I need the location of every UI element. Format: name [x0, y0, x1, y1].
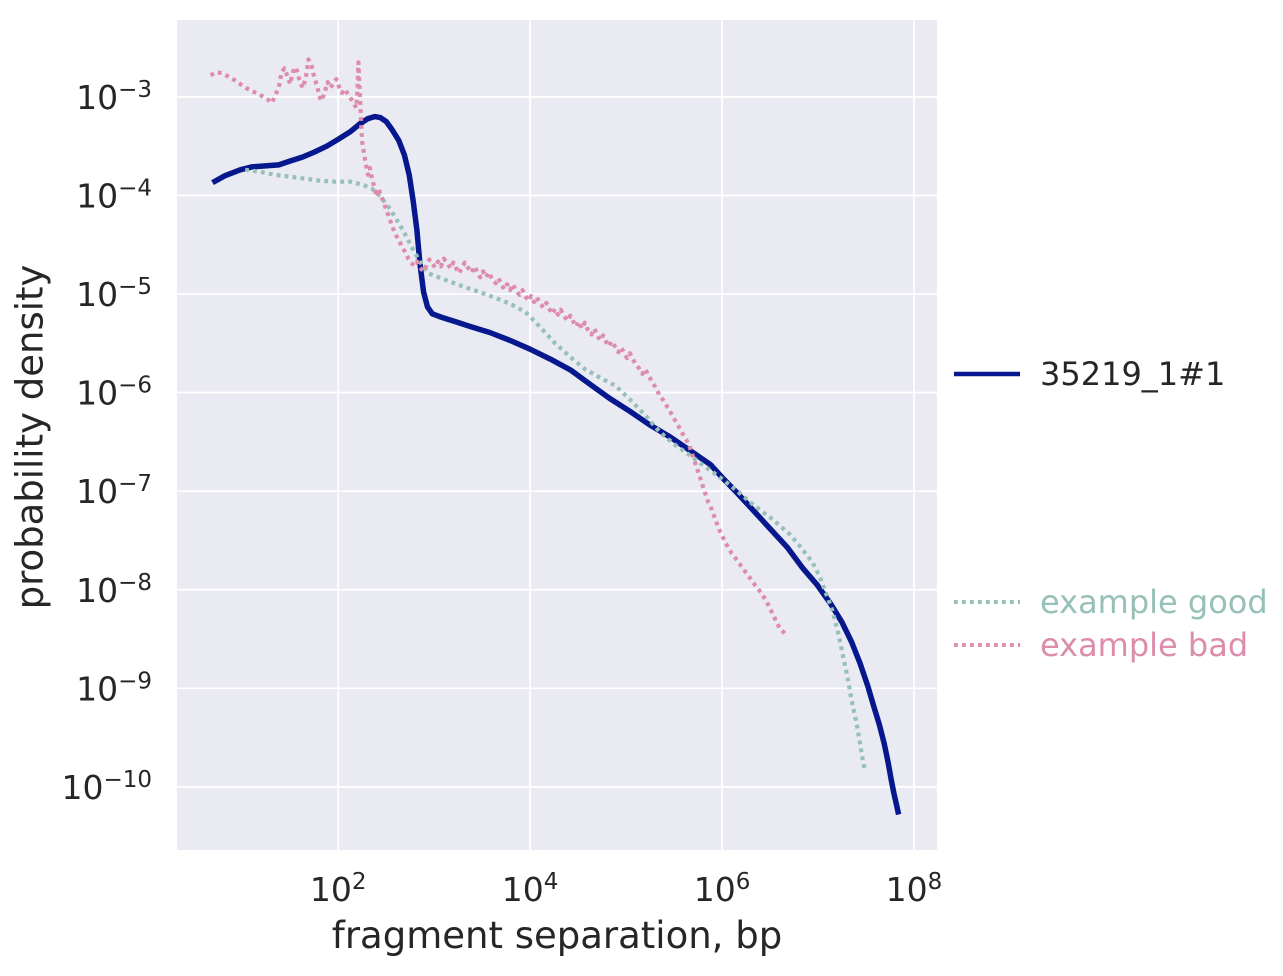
x-tick-label-10e6: 106	[694, 869, 751, 909]
legend-line-sample-dotted-good	[954, 600, 1020, 604]
x-axis-label: fragment separation, bp	[331, 914, 783, 957]
legend-item-main-series: 35219_1#1	[953, 356, 1225, 392]
legend-label-example-bad: example bad	[1040, 626, 1249, 664]
y-tick-label-10e-5: 10−5	[76, 274, 152, 314]
legend-item-example-bad: example bad	[953, 627, 1248, 663]
y-tick-label-10e-10: 10−10	[61, 767, 152, 807]
series-line-example-bad	[209, 57, 788, 637]
series-line-35219_1#1	[211, 113, 902, 816]
x-tick-label-10e2: 102	[310, 869, 367, 909]
y-tick-label-10e-4: 10−4	[76, 175, 152, 215]
series-line-example-good	[244, 167, 868, 771]
y-tick-label-10e-8: 10−8	[76, 570, 152, 610]
x-tick-label-10e4: 104	[502, 869, 559, 909]
y-tick-label-10e-6: 10−6	[76, 373, 152, 413]
y-tick-label-10e-3: 10−3	[76, 77, 152, 117]
plot-panel	[177, 20, 937, 850]
legend-line-sample-dotted-bad	[954, 643, 1020, 647]
y-tick-label-10e-7: 10−7	[76, 471, 152, 511]
legend-label-example-good: example good	[1040, 583, 1268, 621]
legend-label-main-series: 35219_1#1	[1040, 355, 1226, 393]
legend-line-sample-solid	[954, 371, 1020, 377]
legend-item-example-good: example good	[953, 584, 1268, 620]
y-axis-label: probability density	[8, 264, 52, 610]
y-tick-label-10e-9: 10−9	[76, 668, 152, 708]
x-tick-label-10e8: 108	[886, 869, 943, 909]
